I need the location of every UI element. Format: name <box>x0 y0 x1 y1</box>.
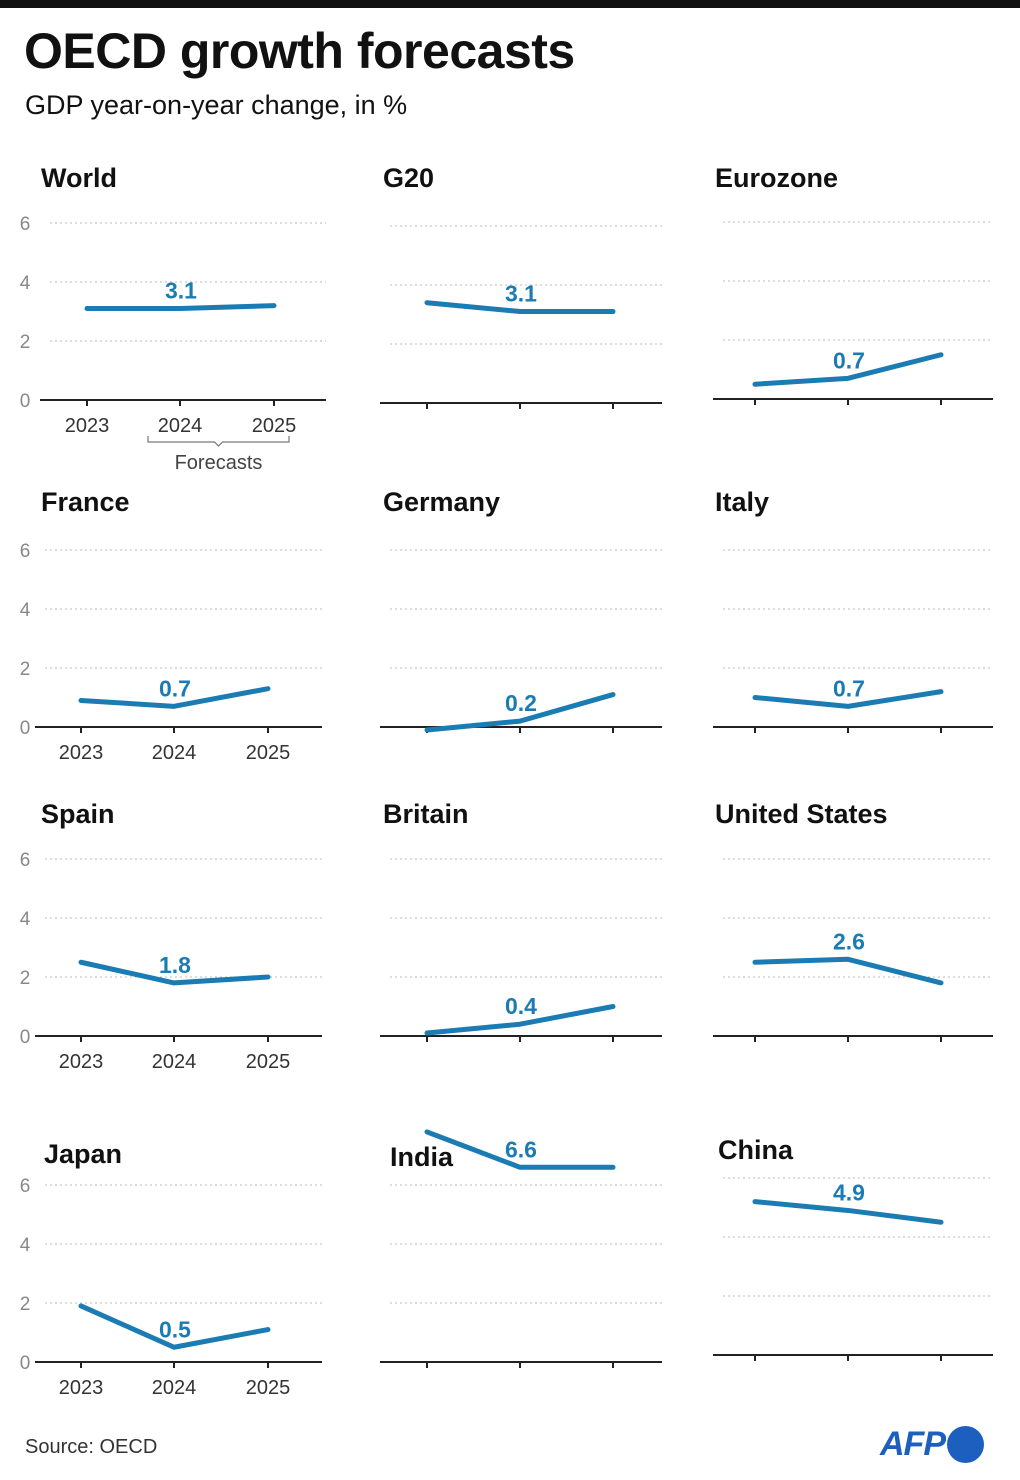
y-tick-label: 2 <box>20 968 31 989</box>
x-tick-label: 2023 <box>59 1051 104 1073</box>
y-tick-label: 4 <box>20 273 31 294</box>
panel-britain: Britain 0.4 <box>380 799 662 1042</box>
panel-g20: G20 3.1 <box>380 163 662 409</box>
panel-india: India 6.6 <box>380 1129 662 1368</box>
y-tick-label: 4 <box>20 1235 31 1256</box>
panel-title: China <box>718 1135 794 1165</box>
x-tick-label: 2024 <box>152 742 197 764</box>
y-tick-label: 4 <box>20 909 31 930</box>
x-tick-label: 2024 <box>152 1051 197 1073</box>
data-label: 0.4 <box>505 993 537 1019</box>
data-label: 0.7 <box>833 675 865 701</box>
data-label: 0.7 <box>159 675 191 701</box>
data-label: 0.7 <box>833 347 865 373</box>
panel-title: World <box>41 163 117 193</box>
panel-title: Britain <box>383 799 469 829</box>
afp-logo: AFP <box>880 1425 984 1464</box>
forecast-label: Forecasts <box>175 452 263 474</box>
afp-logo-dot <box>947 1426 984 1463</box>
panel-title: G20 <box>383 163 434 193</box>
y-tick-label: 6 <box>20 850 31 871</box>
panel-united-states: United States 2.6 <box>713 799 993 1042</box>
y-tick-label: 6 <box>20 214 31 235</box>
y-tick-label: 4 <box>20 600 31 621</box>
panel-spain: Spain 0 2 4 6 2023 2024 2025 1.8 <box>20 799 322 1073</box>
panel-france: France 0 2 4 6 2023 2024 2025 0.7 <box>20 487 322 764</box>
x-tick-label: 2023 <box>65 415 110 437</box>
y-tick-label: 6 <box>20 1176 31 1197</box>
chart-title: OECD growth forecasts <box>24 23 575 79</box>
x-tick-label: 2025 <box>252 415 297 437</box>
data-label: 6.6 <box>505 1136 537 1162</box>
chart-subtitle: GDP year-on-year change, in % <box>25 90 408 120</box>
panel-title: Eurozone <box>715 163 838 193</box>
x-tick-label: 2024 <box>152 1377 197 1399</box>
series-line <box>752 956 944 986</box>
y-tick-label: 0 <box>20 391 31 412</box>
data-label: 3.1 <box>505 281 537 307</box>
panel-title: Japan <box>44 1139 122 1169</box>
data-label: 2.6 <box>833 928 865 954</box>
panel-title: Germany <box>383 487 500 517</box>
y-tick-label: 6 <box>20 541 31 562</box>
panel-italy: Italy 0.7 <box>713 487 993 733</box>
series-line <box>84 303 277 312</box>
y-tick-label: 2 <box>20 332 31 353</box>
y-tick-label: 0 <box>20 1353 31 1374</box>
x-tick-label: 2023 <box>59 742 104 764</box>
data-label: 0.5 <box>159 1316 191 1342</box>
x-tick-label: 2025 <box>246 742 291 764</box>
y-tick-label: 0 <box>20 1027 31 1048</box>
panel-japan: Japan 0 2 4 6 2023 2024 2025 0.5 <box>20 1139 322 1399</box>
source-note: Source: OECD <box>25 1436 158 1458</box>
x-tick-label: 2025 <box>246 1377 291 1399</box>
panel-title: Italy <box>715 487 769 517</box>
panel-title: United States <box>715 799 888 829</box>
data-label: 0.2 <box>505 690 537 716</box>
panel-germany: Germany 0.2 <box>380 487 662 733</box>
panel-title: India <box>390 1142 454 1172</box>
panel-title: Spain <box>41 799 115 829</box>
x-tick-label: 2024 <box>158 415 203 437</box>
data-label: 4.9 <box>833 1179 865 1205</box>
panel-title: France <box>41 487 130 517</box>
forecast-bracket <box>147 436 290 447</box>
y-tick-label: 2 <box>20 659 31 680</box>
x-tick-label: 2023 <box>59 1377 104 1399</box>
y-tick-label: 2 <box>20 1294 31 1315</box>
panel-china: China 4.9 <box>713 1135 993 1361</box>
panel-eurozone: Eurozone 0.7 <box>713 163 993 405</box>
data-label: 1.8 <box>159 952 191 978</box>
top-bar <box>0 0 1020 8</box>
panel-world: World 0 2 4 6 2023 2024 2025 Forecasts 3.1 <box>20 163 326 474</box>
y-tick-label: 0 <box>20 718 31 739</box>
x-tick-label: 2025 <box>246 1051 291 1073</box>
afp-logo-text: AFP <box>880 1425 946 1463</box>
data-label: 3.1 <box>165 278 197 304</box>
